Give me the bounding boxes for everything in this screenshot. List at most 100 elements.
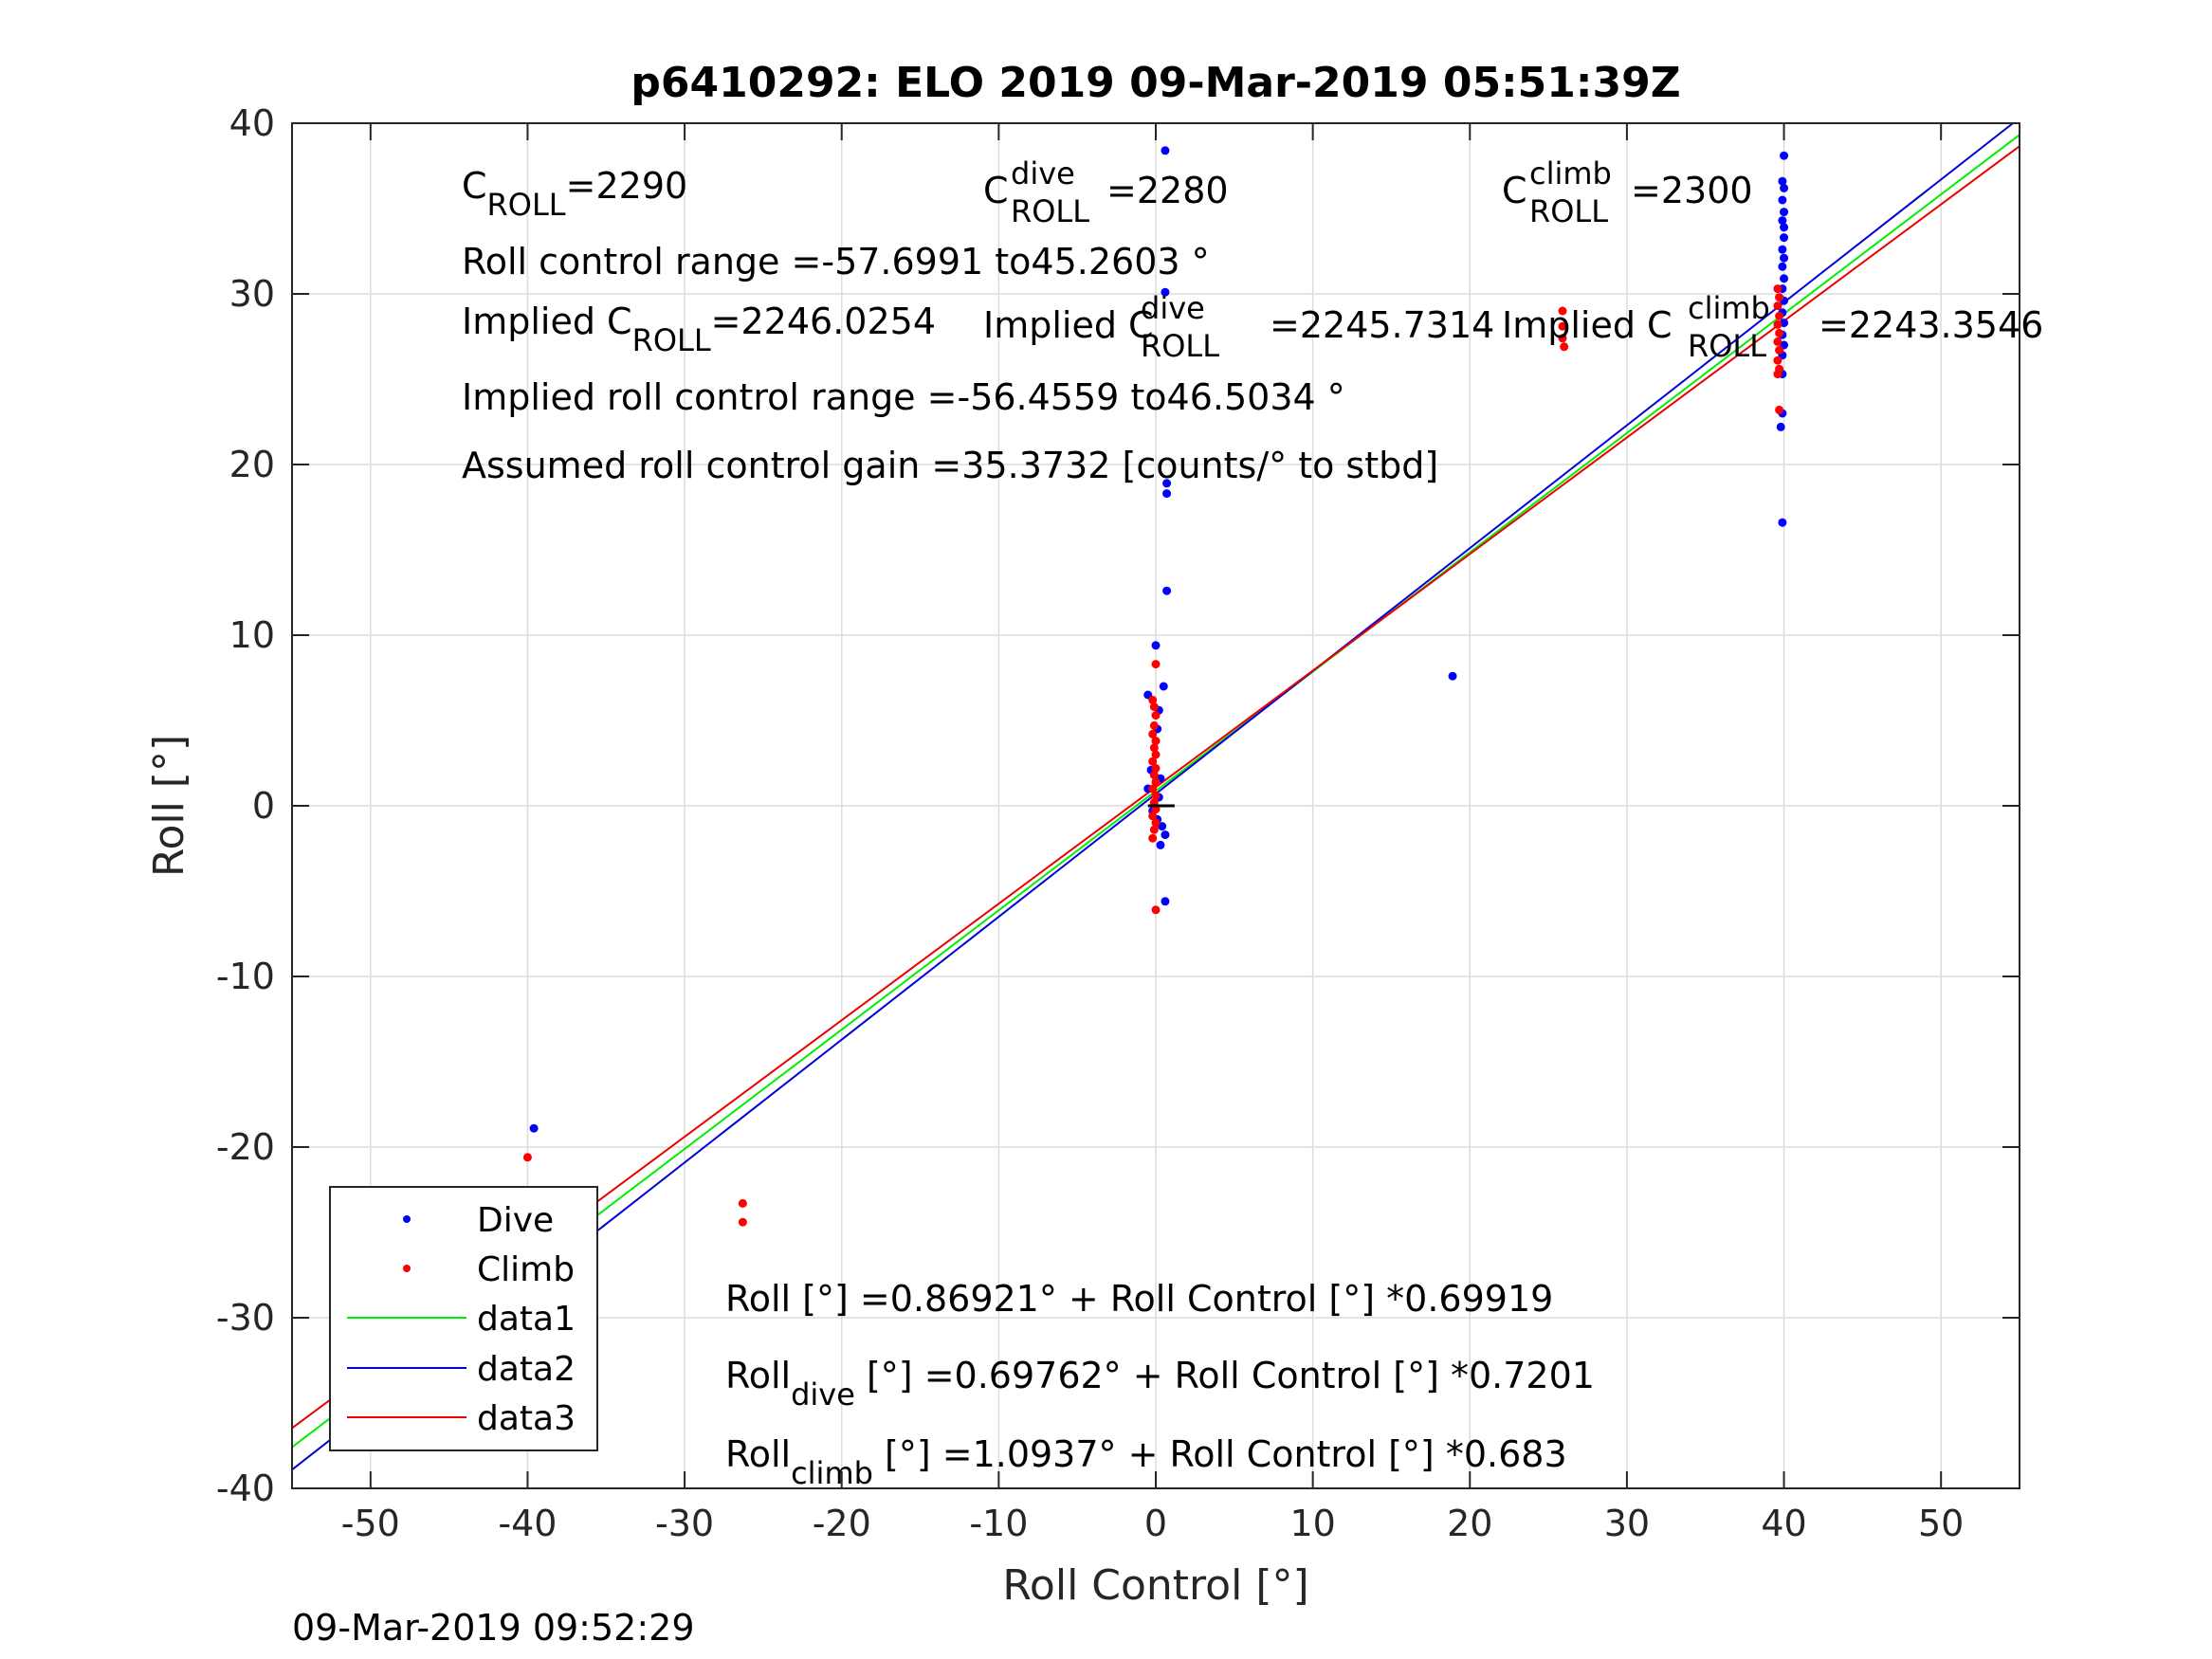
point-dive (1778, 195, 1787, 205)
point-climb (1151, 905, 1161, 915)
fit-equation-dive: Rolldive [°] =0.69762° + Roll Control [°… (725, 1355, 1595, 1413)
point-dive (1448, 671, 1457, 681)
point-dive (1162, 489, 1172, 499)
point-climb (1148, 811, 1158, 821)
point-climb (1558, 321, 1567, 331)
x-tick-label: 0 (1144, 1503, 1167, 1544)
svg-text:C: C (983, 170, 1009, 211)
x-tick-label: 50 (1918, 1503, 1964, 1544)
point-climb (1151, 818, 1161, 828)
point-dive (1151, 641, 1161, 650)
point-climb (1773, 284, 1782, 294)
legend-label-dive: Dive (477, 1201, 554, 1240)
point-climb (1148, 695, 1158, 704)
annotation-roll-range: Roll control range =-57.6991 to45.2603 ° (462, 241, 1210, 283)
point-climb (1773, 356, 1782, 365)
tick-labels: -50 -40 -30 -20 -10 0 10 20 30 40 50 -40 -30 -20 -10 0 1… (216, 102, 1964, 1544)
point-dive (1161, 287, 1170, 297)
svg-text:climb: climb (1688, 290, 1770, 326)
point-climb (1560, 342, 1569, 352)
svg-text:Implied CROLL=2246.0254: Implied CROLL=2246.0254 (462, 301, 936, 358)
point-dive (1778, 176, 1787, 186)
y-axis-label: Roll [°] (145, 735, 193, 877)
y-tick-label: -30 (216, 1297, 275, 1339)
point-dive (1780, 253, 1789, 263)
point-climb (1148, 784, 1158, 793)
point-climb (1151, 763, 1161, 773)
legend-label-data2: data2 (477, 1350, 576, 1389)
svg-text:dive: dive (1011, 155, 1075, 191)
svg-text:CROLL=2290: CROLL=2290 (462, 165, 687, 223)
x-tick-label: -10 (969, 1503, 1028, 1544)
y-tick-label: -20 (216, 1126, 275, 1168)
x-tick-label: -40 (498, 1503, 557, 1544)
point-climb (1775, 405, 1784, 414)
annotation-implied-c-roll-dive: Implied C dive ROLL =2245.7314 (983, 290, 1494, 364)
point-dive (1159, 682, 1168, 691)
annotation-c-roll: CROLL=2290 (462, 165, 687, 223)
point-climb (1151, 660, 1161, 669)
point-climb (1558, 306, 1567, 316)
point-climb (1149, 825, 1159, 834)
legend-marker-climb (403, 1265, 411, 1272)
annotation-implied-c-roll-climb: Implied C climb ROLL =2243.3546 (1502, 290, 2043, 364)
svg-text:=2300: =2300 (1631, 170, 1753, 211)
x-tick-label: 40 (1761, 1503, 1806, 1544)
annotation-gain: Assumed roll control gain =35.3732 [coun… (462, 445, 1438, 486)
point-climb (1773, 370, 1782, 379)
svg-text:dive: dive (1141, 290, 1205, 326)
annotation-c-roll-climb: C climb ROLL =2300 (1502, 155, 1753, 229)
point-climb (1775, 345, 1784, 355)
point-climb (1149, 743, 1159, 753)
point-dive (1780, 233, 1789, 243)
timestamp: 09-Mar-2019 09:52:29 (292, 1607, 695, 1649)
point-dive (1780, 151, 1789, 160)
y-tick-label: -40 (216, 1468, 275, 1509)
svg-text:=2280: =2280 (1106, 170, 1229, 211)
svg-text:Implied C: Implied C (983, 304, 1154, 346)
point-dive (1156, 840, 1165, 849)
point-climb (1151, 711, 1161, 720)
svg-text:ROLL: ROLL (1688, 328, 1766, 364)
point-climb (522, 1153, 532, 1162)
y-tick-label: 30 (229, 273, 275, 315)
point-climb (1151, 737, 1161, 746)
chart-title: p6410292: ELO 2019 09-Mar-2019 05:51:39Z (631, 59, 1680, 107)
x-tick-label: 20 (1447, 1503, 1492, 1544)
point-climb (738, 1217, 747, 1227)
point-dive (1161, 830, 1170, 840)
point-dive (1778, 245, 1787, 254)
svg-text:=2245.7314: =2245.7314 (1270, 304, 1494, 346)
point-dive (1161, 897, 1170, 906)
x-axis-label: Roll Control [°] (1002, 1561, 1308, 1610)
y-tick-label: 0 (252, 785, 275, 827)
svg-text:ROLL: ROLL (1011, 193, 1089, 229)
point-climb (1558, 334, 1567, 343)
point-climb (1148, 757, 1158, 766)
point-climb (1148, 729, 1158, 738)
point-climb (1151, 791, 1161, 800)
x-tick-label: -20 (813, 1503, 871, 1544)
fit-equation-climb: Rollclimb [°] =1.0937° + Roll Control [°… (725, 1433, 1567, 1491)
point-dive (1778, 216, 1787, 226)
x-tick-label: 10 (1289, 1503, 1335, 1544)
x-tick-label: -30 (655, 1503, 714, 1544)
x-tick-label: 30 (1604, 1503, 1650, 1544)
legend: Dive Climb data1 data2 data3 (329, 1186, 598, 1451)
point-climb (1775, 311, 1784, 320)
legend-label-climb: Climb (477, 1250, 575, 1289)
point-climb (1773, 301, 1782, 311)
point-dive (1778, 262, 1787, 271)
svg-text:Implied C: Implied C (1502, 304, 1673, 346)
point-dive (1158, 822, 1167, 831)
point-climb (1149, 720, 1159, 730)
y-tick-label: 10 (229, 614, 275, 656)
y-tick-label: 40 (229, 102, 275, 144)
svg-text:climb: climb (1529, 155, 1612, 191)
point-dive (1162, 586, 1172, 595)
point-climb (1148, 833, 1158, 843)
annotation-c-roll-dive: C dive ROLL =2280 (983, 155, 1229, 229)
point-climb (1775, 293, 1784, 302)
point-dive (529, 1123, 539, 1133)
